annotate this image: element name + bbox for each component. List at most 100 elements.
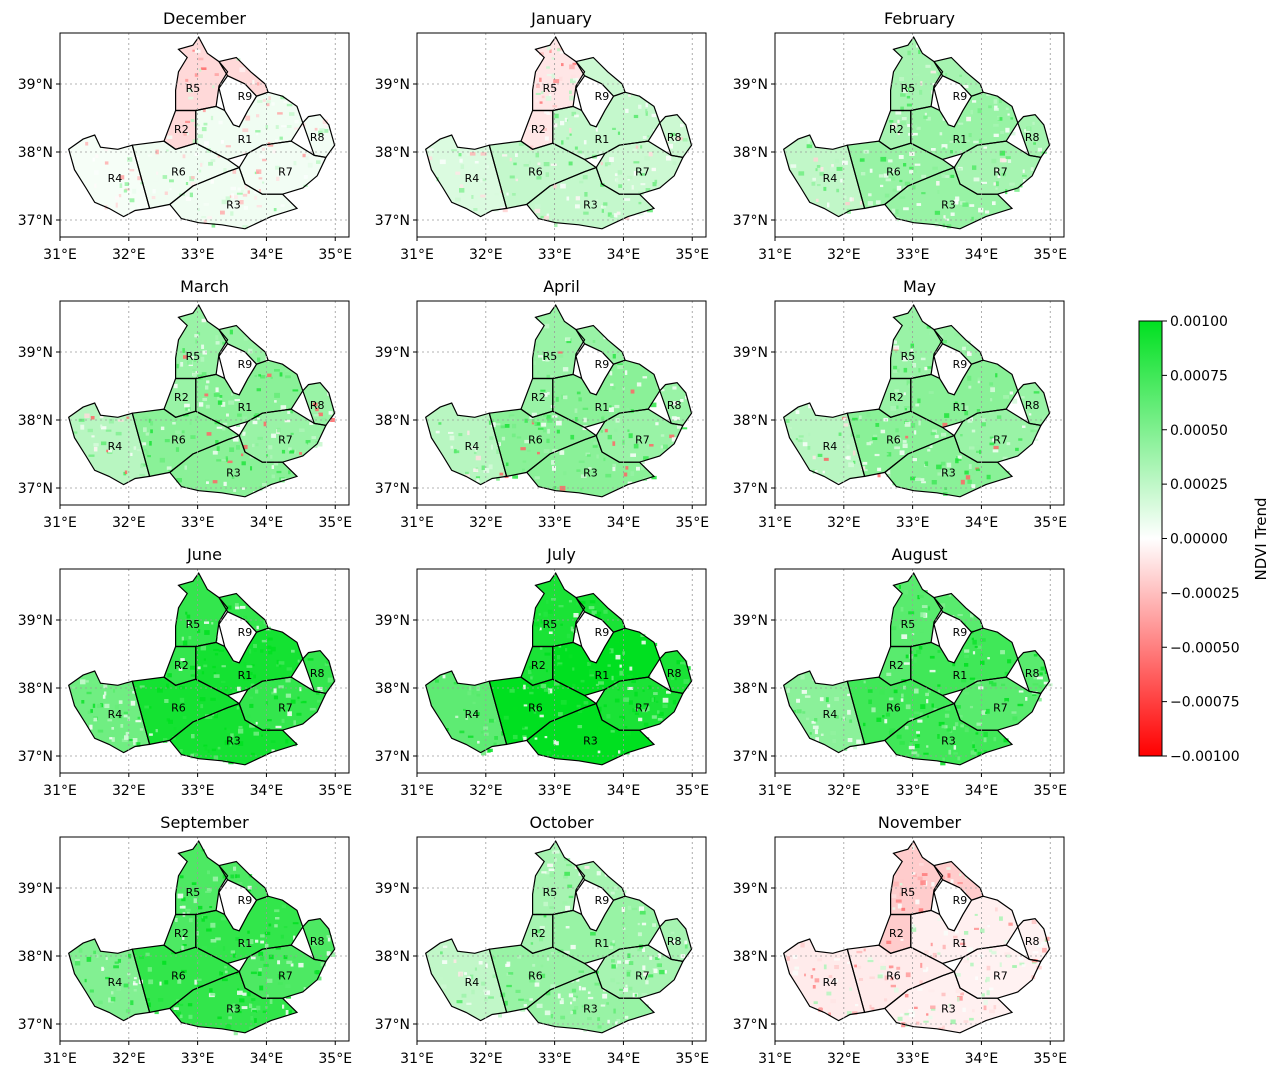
speckle [292, 922, 299, 925]
speckle [547, 863, 554, 867]
region-boundary-r3 [168, 702, 299, 766]
speckle [467, 430, 470, 436]
speckle [172, 422, 176, 425]
speckle [286, 125, 292, 129]
speckle [798, 171, 805, 176]
speckle [508, 414, 515, 418]
speckle [509, 175, 515, 179]
panel-frame [774, 568, 1065, 774]
speckle [578, 150, 582, 154]
speckle [657, 953, 661, 959]
x-tick-label: 33°E [181, 783, 215, 799]
speckle [1036, 944, 1043, 948]
speckle [285, 984, 291, 988]
region-label-r2: R2 [531, 659, 546, 672]
speckle [606, 649, 611, 653]
speckle [139, 956, 144, 959]
speckle [239, 67, 246, 73]
speckle [622, 387, 625, 390]
speckle [918, 908, 924, 914]
speckle [243, 662, 247, 667]
speckle [111, 716, 115, 721]
speckle [473, 690, 478, 694]
panel-title: November [878, 813, 962, 832]
speckle [814, 718, 818, 722]
speckle [541, 706, 547, 711]
y-tick-label: 39°N [375, 77, 410, 93]
x-tick-label: 31°E [43, 515, 77, 531]
speckle [92, 680, 98, 685]
speckle [628, 746, 634, 751]
speckle [656, 385, 659, 389]
speckle [179, 697, 185, 703]
speckle [548, 631, 553, 635]
speckle [948, 594, 952, 597]
speckle [617, 170, 623, 175]
speckle [588, 467, 592, 470]
x-tick-label: 32°E [112, 515, 146, 531]
speckle [623, 697, 630, 702]
x-tick-label: 35°E [1033, 783, 1067, 799]
speckle [316, 699, 323, 703]
speckle [221, 401, 226, 407]
speckle [238, 725, 243, 729]
speckle [480, 178, 483, 183]
speckle [995, 187, 998, 190]
speckle [327, 677, 333, 683]
speckle [130, 971, 135, 975]
excluded-area [218, 879, 258, 932]
speckle [162, 960, 167, 965]
speckle [197, 134, 203, 139]
x-tick-label: 34°E [965, 1051, 999, 1067]
speckle [491, 956, 496, 960]
speckle [546, 112, 551, 115]
x-tick-label: 32°E [469, 515, 503, 531]
speckle [975, 732, 979, 735]
speckle [904, 421, 911, 427]
speckle [230, 211, 234, 216]
speckle [960, 992, 964, 996]
region-label-r2: R2 [889, 391, 904, 404]
speckle [576, 391, 581, 395]
speckle [622, 644, 628, 649]
speckle [987, 657, 990, 660]
x-tick-label: 33°E [538, 1051, 572, 1067]
speckle [234, 874, 237, 879]
speckle [852, 1011, 858, 1015]
speckle [529, 667, 533, 672]
speckle [97, 703, 102, 708]
speckle [312, 941, 317, 946]
speckle [583, 140, 587, 145]
speckle [967, 479, 972, 484]
speckle [235, 937, 240, 941]
speckle [625, 108, 629, 113]
speckle [261, 734, 264, 737]
speckle [271, 433, 277, 438]
speckle [132, 738, 138, 743]
region-fill-r9 [219, 861, 269, 901]
x-tick-label: 31°E [400, 783, 434, 799]
speckle [1032, 429, 1038, 432]
speckle [217, 400, 223, 405]
speckle [574, 114, 579, 118]
speckle [211, 622, 214, 625]
speckle [117, 716, 122, 719]
speckle [903, 406, 910, 409]
speckle [297, 659, 300, 663]
region-label-r3: R3 [941, 198, 956, 211]
speckle [931, 148, 936, 151]
speckle [627, 686, 634, 690]
speckle [930, 1005, 936, 1009]
speckle [974, 645, 978, 648]
speckle [570, 1010, 574, 1015]
speckle [206, 432, 212, 436]
speckle [592, 467, 595, 470]
speckle [254, 171, 257, 175]
speckle [964, 405, 969, 411]
speckle [634, 712, 639, 716]
excluded-area [933, 343, 973, 396]
speckle [1003, 738, 1009, 743]
region-label-r4: R4 [823, 976, 838, 989]
speckle [852, 417, 858, 421]
speckle [215, 341, 220, 345]
